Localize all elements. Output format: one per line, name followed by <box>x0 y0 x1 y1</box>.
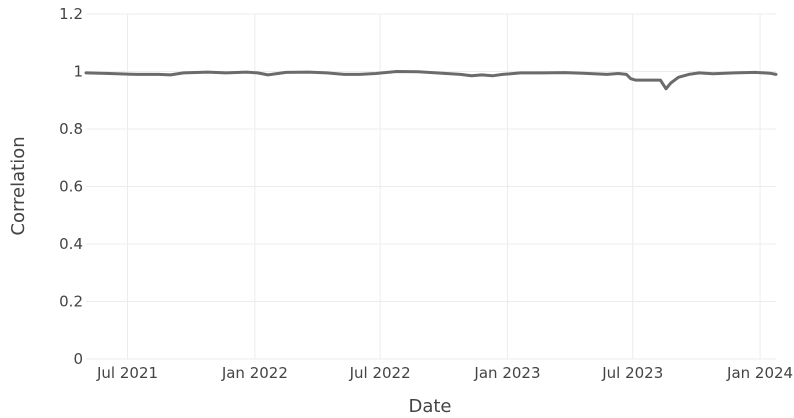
x-axis-title: Date <box>408 396 451 417</box>
series-line <box>84 70 778 91</box>
x-tick-label: Jan 2023 <box>473 364 540 382</box>
y-tick-label: 0.2 <box>59 293 83 311</box>
x-axis-ticks: Jul 2021 Jan 2022 Jul 2022 Jan 2023 Jul 2023… <box>96 364 793 382</box>
x-tick-label: Jan 2022 <box>221 364 288 382</box>
y-tick-label: 1.2 <box>59 5 83 23</box>
y-tick-label: 0 <box>73 350 83 368</box>
y-axis-ticks: 0 0.2 0.4 0.6 0.8 1 1.2 <box>59 5 83 368</box>
y-tick-label: 0.4 <box>59 235 83 253</box>
y-tick-label: 1 <box>73 63 83 81</box>
x-tick-label: Jul 2023 <box>601 364 663 382</box>
gridlines <box>86 13 776 360</box>
y-axis-title: Correlation <box>8 136 29 235</box>
x-tick-label: Jul 2022 <box>349 364 411 382</box>
y-tick-label: 0.8 <box>59 120 83 138</box>
x-tick-label: Jul 2021 <box>96 364 158 382</box>
series-layer <box>84 70 778 91</box>
y-tick-label: 0.6 <box>59 178 83 196</box>
x-tick-label: Jan 2024 <box>726 364 793 382</box>
